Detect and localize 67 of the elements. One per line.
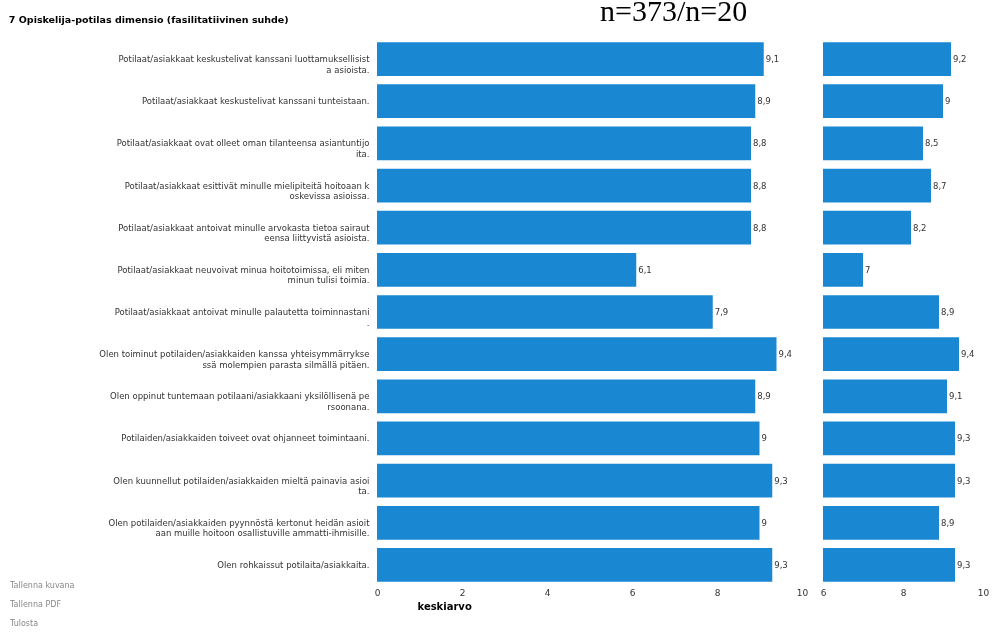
data-label: 9,3	[957, 433, 971, 444]
data-label: 9,3	[957, 475, 971, 486]
bar	[377, 42, 764, 76]
data-label: 8,8	[753, 180, 767, 191]
y-tick-label: Olen rohkaissut potilaita/asiakkaita.	[217, 559, 370, 570]
data-label: 6,1	[638, 264, 652, 275]
bar	[377, 421, 760, 456]
bar	[377, 84, 756, 119]
y-tick-label: Potilaat/asiakkaat esittivät minulle mielipiteitä hoitoaan koskevissa asioissa.	[124, 180, 370, 202]
text: Tallenna PDF	[10, 599, 62, 611]
data-label: 7	[865, 264, 871, 275]
x-tick-label: 0	[374, 587, 381, 598]
data-label: 9,1	[949, 391, 963, 402]
data-label: 9	[761, 517, 767, 528]
data-label: 8,9	[941, 307, 955, 317]
x-axis-title: keskiarvo	[417, 600, 472, 612]
bar	[377, 295, 713, 329]
bar	[377, 379, 756, 414]
data-label: 9	[761, 433, 767, 444]
x-tick-label: 8	[714, 587, 721, 598]
text: Tallenna kuvana	[10, 580, 75, 592]
data-label: 8,7	[933, 180, 947, 191]
data-label: 9,4	[778, 349, 793, 360]
x-tick-label: 4	[544, 587, 551, 598]
y-tick-label: Potilaat/asiakkaat neuvoivat minua hoitotoimissa, eli miten minun tulisi toimia.	[117, 264, 370, 286]
data-label: 8,8	[753, 138, 767, 149]
x-tick-label: 6	[820, 587, 827, 598]
bar	[377, 168, 751, 203]
data-label: 8,5	[925, 138, 939, 149]
x-tick-label: 10	[977, 587, 990, 598]
bar	[377, 252, 637, 287]
data-label: 9,3	[774, 475, 788, 486]
y-tick-label: Potilaat/asiakkaat antoivat minulle palautetta toiminnastani.	[114, 307, 370, 328]
data-label: 8,9	[757, 391, 771, 402]
y-tick-label: Olen toiminut potilaiden/asiakkaiden kanssa yhteisymmärryksessä molempien parasta silmällä pitäen.	[99, 349, 370, 370]
data-label: 9,3	[774, 559, 788, 570]
data-label: 7,9	[714, 307, 729, 317]
data-label: 8,2	[913, 222, 927, 233]
y-tick-label: Potilaiden/asiakkaiden toiveet ovat ohjanneet toimintaani.	[121, 433, 370, 444]
text: 7 Opiskelija-potilas dimensio (fasilitatiivinen suhde)	[8, 13, 289, 25]
bar	[377, 548, 773, 582]
data-label: 9,3	[957, 559, 971, 570]
text: n=373/n=20	[600, 0, 748, 28]
x-tick-label: 6	[629, 587, 636, 598]
x-tick-label: 8	[900, 587, 907, 598]
bar	[377, 126, 751, 161]
data-label: 8,9	[757, 96, 771, 107]
data-label: 9,2	[953, 54, 967, 65]
bar	[377, 337, 777, 372]
data-label: 9	[945, 96, 951, 107]
data-label: 9,4	[961, 349, 975, 360]
bar	[377, 210, 751, 245]
text: Tulosta	[10, 618, 40, 630]
data-label: 8,9	[941, 517, 955, 528]
y-tick-label: Olen kuunnellut potilaiden/asiakkaiden mieltä painavia asioita.	[113, 475, 370, 497]
data-label: 8,8	[753, 222, 767, 233]
y-tick-label: Potilaat/asiakkaat keskustelivat kanssani tunteistaan.	[141, 96, 370, 107]
data-label: 9,1	[765, 54, 780, 65]
y-tick-label: Potilaat/asiakkaat ovat olleet oman tilanteensa asiantuntijoita.	[116, 138, 370, 159]
y-tick-label: Olen oppinut tuntemaan potilaani/asiakkaani yksilöllisenä persoonana.	[110, 391, 370, 412]
y-tick-label: Potilaat/asiakkaat antoivat minulle arvokasta tietoa sairauteensa liittyvistä asioista.	[118, 222, 371, 244]
x-tick-label: 2	[459, 587, 466, 598]
y-tick-label: Potilaat/asiakkaat keskustelivat kanssani luottamuksellisista asioista.	[118, 54, 371, 75]
bar	[377, 505, 760, 540]
x-tick-label: 10	[796, 587, 809, 598]
bar	[377, 463, 773, 498]
y-tick-label: Olen potilaiden/asiakkaiden pyynnöstä kertonut heidän asioitaan muille hoitoon osallistuville ammatti-ihmisille.	[108, 517, 371, 539]
